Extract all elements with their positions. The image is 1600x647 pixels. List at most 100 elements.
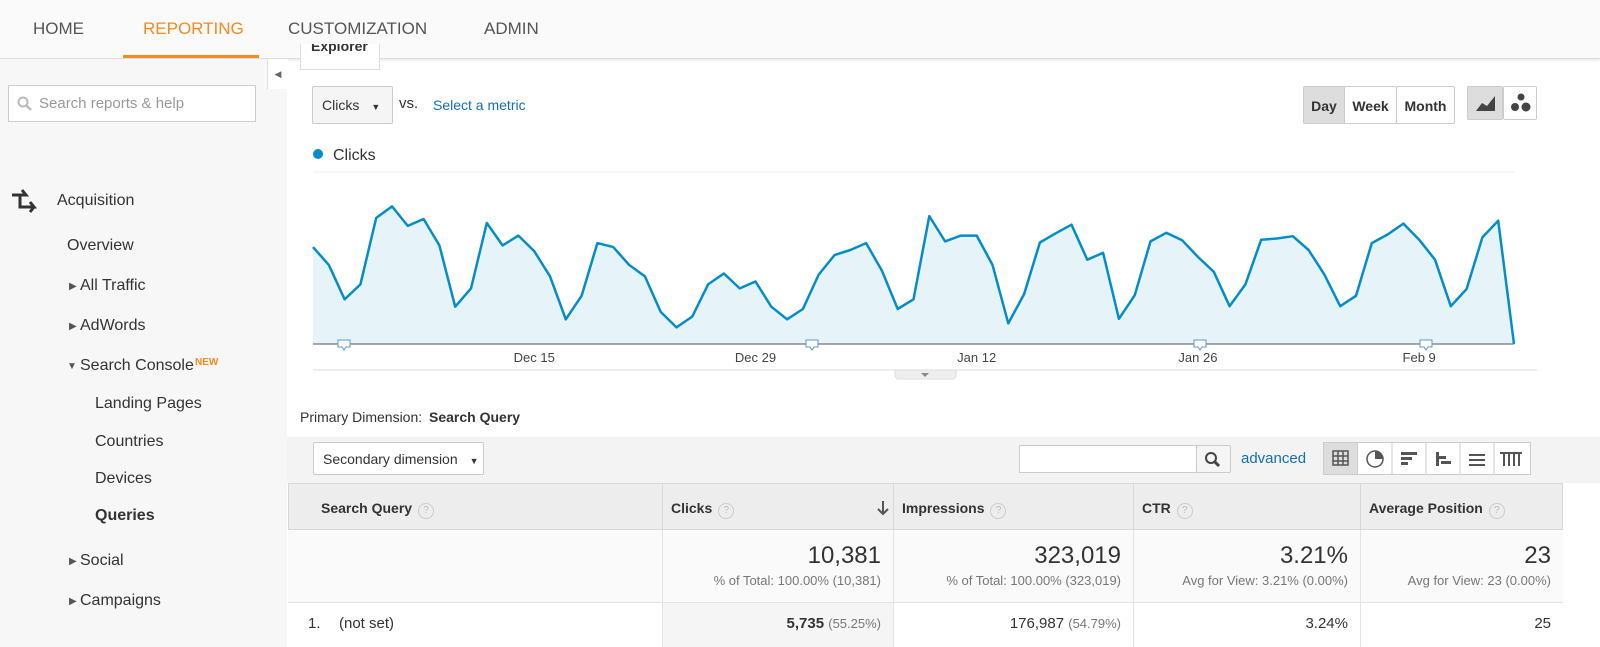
column-header[interactable]: CTR?	[1133, 483, 1361, 530]
x-tick-label: Feb 9	[1403, 350, 1436, 365]
expand-arrow: ▶	[69, 596, 77, 607]
total-note: % of Total: 100.00% (10,381)	[713, 573, 881, 588]
nav-item[interactable]: AdWords	[80, 317, 146, 334]
help-icon[interactable]: ?	[1488, 503, 1505, 519]
search-placeholder: Search reports & help	[39, 95, 185, 112]
total-cell: 3.21% Avg for View: 3.21% (0.00%)	[1133, 530, 1360, 602]
x-tick-label: Dec 15	[514, 350, 555, 365]
header-label: CTR	[1142, 500, 1171, 516]
row-cell: 176,987 (54.79%)	[893, 602, 1133, 647]
nav-item[interactable]: All Traffic	[80, 277, 146, 294]
total-cell: 323,019 % of Total: 100.00% (323,019)	[893, 530, 1133, 602]
annotation-marker	[337, 339, 351, 351]
header-label: Average Position	[1369, 500, 1483, 516]
advanced-link[interactable]: advanced	[1241, 450, 1307, 467]
section-title[interactable]: Acquisition	[57, 192, 135, 209]
nav-item[interactable]: Social	[80, 552, 124, 569]
column-header[interactable]: Average Position?	[1360, 483, 1563, 530]
nav-tab[interactable]: HOME	[33, 19, 84, 38]
expand-arrow: ▶	[69, 281, 77, 292]
search-box[interactable]: Search reports & help	[8, 85, 256, 122]
period-button[interactable]: Week	[1344, 86, 1397, 124]
active-underline	[123, 55, 259, 58]
handle-arrow	[921, 373, 929, 377]
annotation-marker	[1193, 339, 1207, 351]
nav-item-active[interactable]: Queries	[95, 507, 155, 524]
select-metric-link[interactable]: Select a metric	[433, 97, 526, 113]
primary-dimension-label: Primary Dimension:	[300, 409, 423, 425]
x-tick-label: Jan 26	[1178, 350, 1217, 365]
search-icon	[17, 96, 32, 111]
total-note: Avg for View: 23 (0.00%)	[1407, 573, 1551, 588]
cell-value: 25	[1534, 615, 1551, 632]
nav-item[interactable]: Search Console	[80, 357, 194, 374]
row-label-cell: 1. (not set)	[288, 602, 662, 647]
new-badge: NEW	[195, 357, 219, 368]
total-cell: 23 Avg for View: 23 (0.00%)	[1360, 530, 1563, 602]
row-query[interactable]: (not set)	[339, 615, 395, 632]
dropdown-arrow: ▼	[469, 456, 479, 466]
sidebar: Search reports & help ◀ Acquisition Over…	[0, 59, 288, 647]
total-cell: 10,381 % of Total: 100.00% (10,381)	[662, 530, 893, 602]
help-icon[interactable]: ?	[1176, 503, 1193, 519]
top-nav: HOME REPORTING CUSTOMIZATION ADMIN	[0, 0, 1600, 59]
vs-label: vs.	[399, 95, 419, 112]
nav-item[interactable]: Landing Pages	[95, 395, 202, 412]
annotation-marker	[805, 339, 819, 351]
table-search-button[interactable]	[1196, 445, 1231, 473]
help-icon[interactable]: ?	[718, 503, 735, 519]
cell-value: 176,987	[1009, 615, 1065, 632]
sort-arrow	[877, 501, 889, 516]
secondary-dimension-button[interactable]: Secondary dimension ▼	[313, 442, 484, 475]
x-tick-label: Jan 12	[957, 350, 996, 365]
row-cell: 5,735 (55.25%)	[662, 602, 893, 647]
period-button[interactable]: Month	[1396, 86, 1455, 124]
legend-label: Clicks	[333, 147, 376, 164]
total-value: 10,381	[807, 542, 881, 569]
column-header[interactable]: Clicks?	[662, 483, 894, 530]
collapse-handle[interactable]: ◀	[267, 59, 288, 89]
nav-item[interactable]: Countries	[95, 433, 164, 450]
help-icon[interactable]: ?	[418, 503, 435, 519]
explorer-tab[interactable]: Explorer	[300, 44, 380, 70]
motion-icon	[1511, 93, 1531, 112]
totals-blank	[288, 530, 662, 602]
acquisition-icon	[12, 189, 38, 213]
dropdown-arrow: ▼	[371, 102, 381, 112]
view-switcher[interactable]	[1323, 442, 1531, 475]
total-value: 323,019	[1034, 542, 1121, 569]
line-icon	[1476, 96, 1495, 111]
nav-tab[interactable]: REPORTING	[143, 19, 244, 38]
header-label: Search Query	[321, 500, 413, 516]
cell-percent: (55.25%)	[828, 616, 881, 631]
column-header[interactable]: Search Query?	[288, 483, 663, 530]
total-value: 23	[1524, 542, 1551, 569]
header-label: Clicks	[671, 500, 713, 516]
row-cell: 25	[1360, 602, 1563, 647]
total-value: 3.21%	[1279, 542, 1348, 569]
total-note: % of Total: 100.00% (323,019)	[946, 573, 1121, 588]
help-icon[interactable]: ?	[990, 503, 1007, 519]
table-search-input[interactable]	[1019, 445, 1197, 473]
chart-type-motion[interactable]	[1503, 86, 1537, 120]
column-header[interactable]: Impressions?	[893, 483, 1134, 530]
nav-item[interactable]: Campaigns	[80, 592, 161, 609]
x-tick-label: Dec 29	[735, 350, 776, 365]
search-icon	[1205, 452, 1221, 468]
metric-dropdown[interactable]: Clicks ▼	[312, 86, 393, 124]
row-index: 1.	[308, 615, 321, 632]
nav-tab[interactable]: CUSTOMIZATION	[288, 19, 428, 38]
annotation-marker	[1419, 339, 1433, 351]
total-note: Avg for View: 3.21% (0.00%)	[1182, 573, 1348, 588]
series-line	[312, 205, 1516, 345]
row-cell: 3.24%	[1133, 602, 1360, 647]
chart-type-line[interactable]	[1467, 86, 1503, 120]
primary-dimension-value[interactable]: Search Query	[429, 409, 521, 425]
header-label: Impressions	[902, 500, 985, 516]
area	[313, 206, 1514, 344]
nav-tab[interactable]: ADMIN	[484, 19, 539, 38]
nav-item[interactable]: Overview	[67, 237, 134, 254]
nav-item[interactable]: Devices	[95, 470, 152, 487]
chart: Clicks Dec 15 Dec 29 Jan 12 Jan 26 Feb 9	[312, 147, 1537, 380]
